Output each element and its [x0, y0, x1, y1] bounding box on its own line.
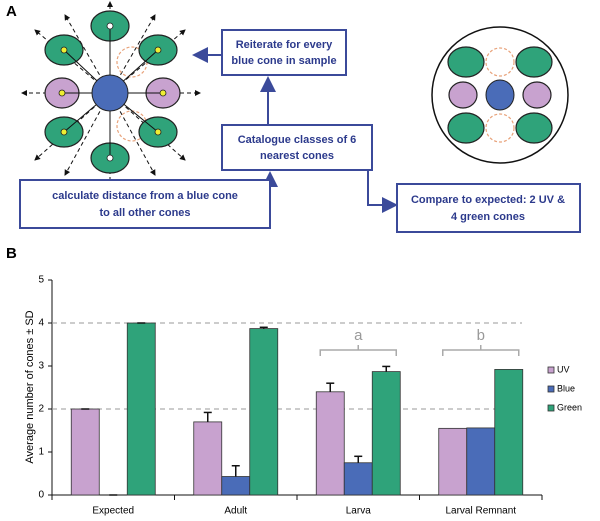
x-tick-label: Larval Remnant: [445, 506, 516, 517]
legend-label: Green: [557, 402, 582, 412]
step-text: nearest cones: [260, 150, 334, 162]
y-tick-label: 2: [38, 404, 44, 415]
legend-swatch: [547, 366, 555, 374]
bar: [315, 391, 345, 496]
bracket-label: a: [354, 327, 363, 344]
y-axis-label: Average number of cones ± SD: [24, 310, 36, 463]
step-text: Compare to expected: 2 UV &: [411, 194, 565, 206]
step-text: to all other cones: [99, 207, 190, 219]
y-tick-label: 0: [38, 490, 44, 501]
bar: [70, 408, 100, 496]
bar: [221, 476, 251, 496]
bracket-label: b: [477, 327, 485, 344]
x-tick-label: Adult: [224, 506, 247, 517]
x-tick-label: Expected: [92, 506, 134, 517]
x-tick-label: Larva: [346, 506, 371, 517]
legend-swatch: [547, 385, 555, 393]
bracket: [442, 345, 520, 356]
legend-label: UV: [557, 364, 570, 374]
step-box: [396, 183, 581, 233]
bar: [343, 462, 373, 496]
bar: [193, 421, 223, 496]
bar: [371, 371, 401, 496]
bracket: [319, 345, 397, 356]
bar: [494, 369, 524, 496]
bar: [438, 427, 468, 496]
step-text: blue cone in sample: [231, 55, 336, 67]
legend-swatch: [547, 404, 555, 412]
step-text: Catalogue classes of 6: [238, 134, 357, 146]
y-tick-label: 4: [38, 318, 44, 329]
step-text: calculate distance from a blue cone: [52, 190, 238, 202]
y-tick-label: 5: [38, 275, 44, 286]
step-text: Reiterate for every: [236, 39, 333, 51]
step-box: [221, 29, 347, 76]
expected-diagram: [431, 26, 569, 164]
step-box: [221, 124, 373, 171]
y-tick-label: 3: [38, 361, 44, 372]
bar: [249, 328, 279, 496]
panel-label: B: [6, 245, 17, 262]
y-tick-label: 1: [38, 447, 44, 458]
legend-label: Blue: [557, 383, 575, 393]
bar: [466, 427, 496, 496]
step-box: [19, 179, 271, 229]
cone-diagram: [21, 1, 201, 191]
step-text: 4 green cones: [451, 211, 525, 223]
bar: [126, 322, 156, 496]
panel-label: A: [6, 3, 17, 20]
